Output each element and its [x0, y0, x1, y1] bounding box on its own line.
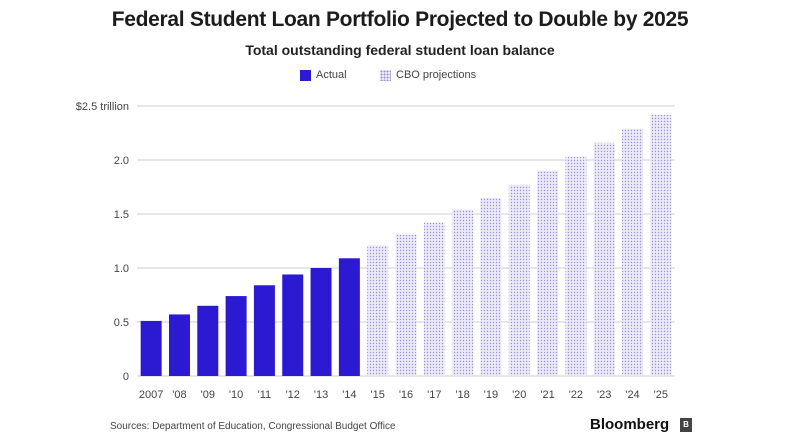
bar-projected	[537, 170, 559, 376]
y-tick-label: $2.5 trillion	[76, 101, 129, 113]
legend-swatch-actual	[300, 70, 311, 81]
x-tick-label: 2007	[139, 389, 163, 401]
source-note: Sources: Department of Education, Congre…	[110, 421, 396, 432]
x-tick-label: '20	[512, 389, 526, 401]
x-tick-label: '18	[455, 389, 469, 401]
bar-projected	[565, 156, 587, 376]
bar-projected	[650, 114, 672, 376]
bar-actual	[225, 296, 247, 376]
x-tick-label: '19	[484, 389, 498, 401]
bar-projected	[452, 209, 474, 376]
x-tick-label: '09	[201, 389, 215, 401]
legend-label-actual: Actual	[316, 69, 347, 81]
y-tick-label: 1.0	[114, 263, 129, 275]
bar-actual	[140, 320, 162, 376]
y-tick-label: 0.5	[114, 317, 129, 329]
y-tick-label: 1.5	[114, 209, 129, 221]
brand-logo: Bloomberg	[590, 416, 670, 433]
y-tick-label: 0	[123, 371, 129, 383]
bar-projected	[622, 128, 644, 376]
chart-title: Federal Student Loan Portfolio Projected…	[111, 8, 689, 31]
bar-projected	[367, 245, 389, 376]
bar-actual	[310, 268, 332, 376]
x-tick-label: '12	[286, 389, 300, 401]
brand-badge-icon: B	[680, 418, 692, 432]
x-tick-label: '23	[597, 389, 611, 401]
x-tick-label: '14	[342, 389, 356, 401]
bar-projected	[508, 184, 530, 376]
bar-projected	[423, 222, 445, 376]
x-tick-label: '15	[371, 389, 385, 401]
chart-subtitle: Total outstanding federal student loan b…	[245, 42, 555, 58]
bar-projected	[593, 142, 615, 376]
legend-swatch-projected	[380, 70, 391, 81]
x-tick-label: '25	[654, 389, 668, 401]
x-tick-label: '17	[427, 389, 441, 401]
x-tick-label: '11	[258, 389, 272, 401]
x-tick-label: '08	[172, 389, 186, 401]
y-tick-label: 2.0	[114, 155, 129, 167]
x-tick-label: '10	[229, 389, 243, 401]
x-tick-label: '21	[540, 389, 554, 401]
legend-label-projected: CBO projections	[396, 69, 477, 81]
x-tick-label: '24	[625, 389, 639, 401]
bar-actual	[338, 258, 360, 376]
bar-projected	[480, 197, 502, 376]
bar-actual	[282, 274, 304, 376]
bar-actual	[253, 285, 275, 376]
x-tick-label: '16	[399, 389, 413, 401]
x-tick-label: '13	[314, 389, 328, 401]
bar-projected	[395, 234, 417, 376]
x-tick-label: '22	[569, 389, 583, 401]
bar-actual	[168, 314, 190, 376]
bar-actual	[197, 305, 219, 376]
